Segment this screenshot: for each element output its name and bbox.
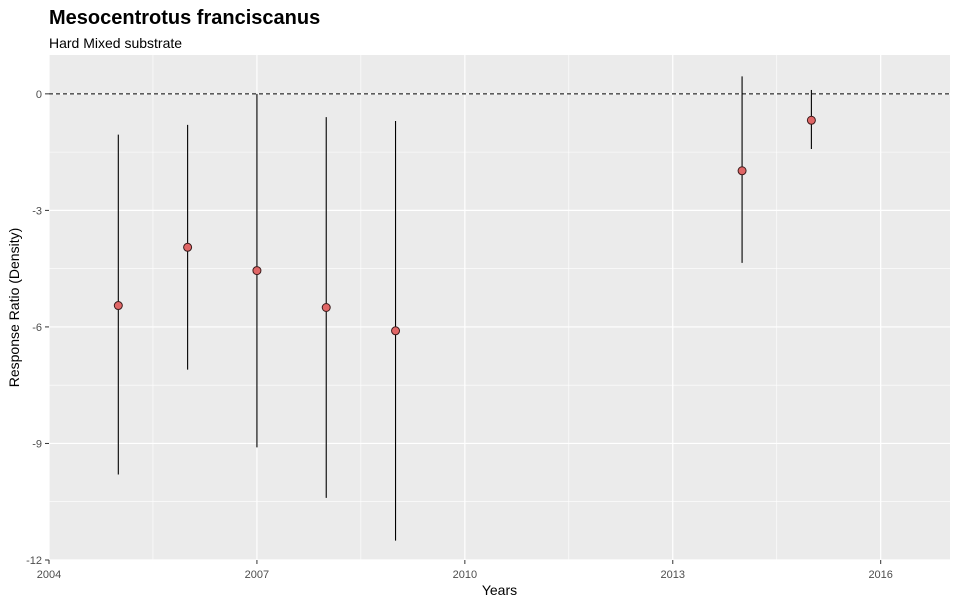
x-tick-label: 2010 (453, 569, 477, 581)
x-tick-label: 2007 (245, 569, 269, 581)
chart-title: Mesocentrotus franciscanus (49, 7, 320, 29)
data-point-2008 (321, 303, 331, 312)
x-axis-title: Years (482, 582, 517, 598)
data-point-2007 (252, 266, 262, 276)
chart-subtitle: Hard Mixed substrate (49, 35, 182, 51)
axes: 2004 2007 2010 2013 2016 -12 -9 -6 -3 0 (26, 89, 893, 581)
y-tick-label: 0 (36, 89, 42, 101)
y-tick-label: -12 (26, 555, 42, 567)
data-point-2006 (183, 242, 193, 252)
x-tick-label: 2013 (661, 569, 685, 581)
y-tick-label: -6 (32, 322, 42, 334)
x-tick-label: 2016 (868, 569, 892, 581)
data-point-2005 (113, 301, 123, 311)
y-tick-label: -9 (32, 438, 42, 450)
data-point-2014 (737, 166, 747, 176)
data-point-2009 (391, 326, 401, 336)
plot-panel (49, 55, 950, 560)
y-tick-label: -3 (32, 205, 42, 217)
data-points (113, 115, 816, 336)
data-point-2015 (806, 115, 816, 125)
x-tick-label: 2004 (37, 569, 61, 581)
y-axis-title: Response Ratio (Density) (6, 228, 22, 388)
